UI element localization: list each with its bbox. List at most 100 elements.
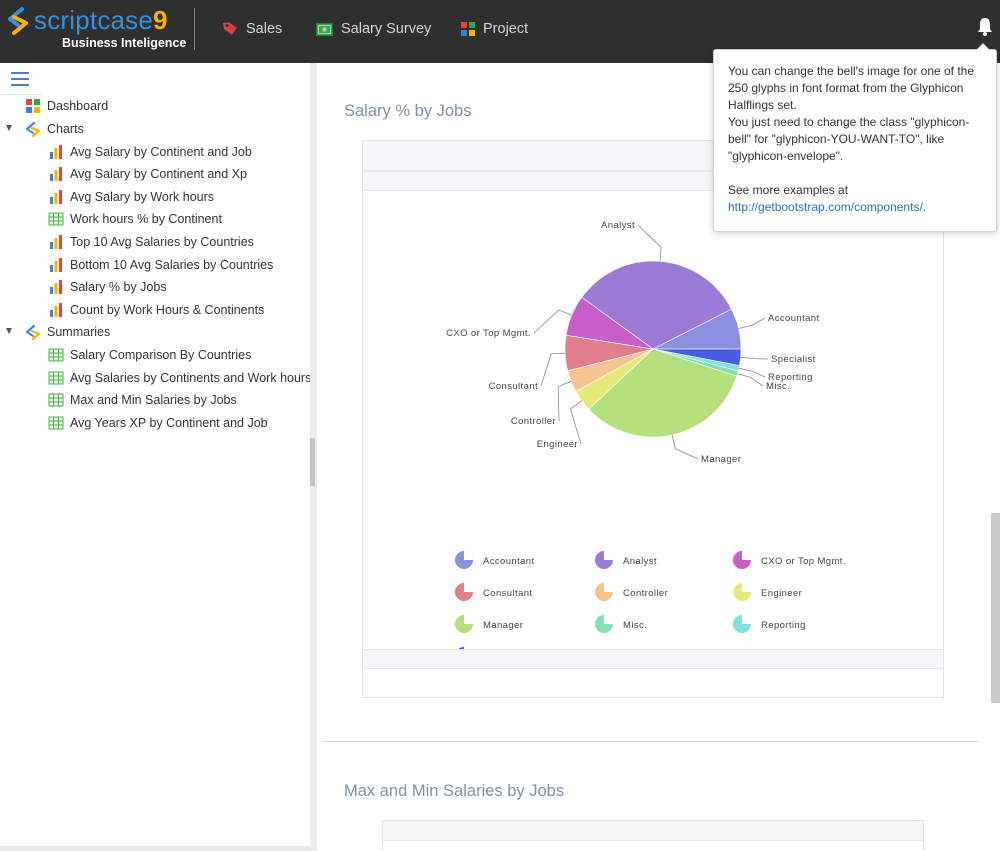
pie-data-label: Consultant [489,381,538,392]
sidebar-item[interactable]: Avg Salary by Work hours [48,186,214,208]
pie-data-label: Analyst [601,220,635,231]
pie-leader-line [671,434,699,460]
legend-item[interactable]: Consultant [455,583,532,601]
pie-leader-line [533,309,572,334]
sidebar-item[interactable]: Salary Comparison By Countries [48,344,251,366]
sidebar-item-icon [48,234,64,250]
legend-item[interactable]: Reporting [733,615,806,633]
bell-tooltip-popover: You can change the bell's image for one … [713,43,997,232]
main-content: Salary % by Jobs Accountant Specialist Rep… [317,63,1000,851]
legend-pie-wedge [464,551,473,560]
pie-leader-line [637,224,662,262]
legend-pie-wedge [742,615,751,624]
legend-item[interactable]: Controller [595,583,668,601]
legend-item[interactable]: Misc. [595,615,647,633]
expand-toggle-icon[interactable] [6,125,12,131]
sidebar-item[interactable]: Charts [6,118,84,140]
sidebar-item-label: Bottom 10 Avg Salaries by Countries [70,258,274,272]
content-scrollbar[interactable] [991,513,1000,703]
legend-label: Misc. [623,620,647,631]
legend-label: Accountant [483,556,535,567]
bar-chart-icon [50,235,62,249]
sidebar-item-label: Avg Years XP by Continent and Job [70,416,268,430]
sidebar-item-icon [25,98,41,114]
menu-sales-label: Sales [246,21,283,37]
popover-text-3: See more examples at [728,183,849,197]
panel-header-band [383,821,923,841]
sidebar-item[interactable]: Avg Salary by Continent and Xp [48,163,247,185]
expand-toggle-icon[interactable] [6,328,12,334]
table-icon [48,371,64,385]
sidebar-item-label: Dashboard [47,99,109,113]
legend-item[interactable]: CXO or Top Mgmt. [733,551,846,569]
sidebar: Dashboard Charts Avg Salary by Continent a… [0,63,311,851]
sidebar-item[interactable]: Avg Salaries by Continents and Work hour… [48,367,311,389]
logo-name: scriptcase9 [34,5,168,35]
legend-item[interactable]: Manager [455,615,523,633]
sidebar-item[interactable]: Dashboard [25,95,108,117]
sidebar-item-icon [48,257,64,273]
hamburger-menu-icon[interactable] [11,72,29,86]
sidebar-item-icon [48,370,64,386]
pie-data-label: Misc. [766,381,790,392]
bar-chart-icon [50,167,62,181]
sidebar-item-icon [48,144,64,160]
folder-icon [25,324,41,340]
pie-leader-line [738,367,766,378]
sidebar-item[interactable]: Top 10 Avg Salaries by Countries [48,231,254,253]
bar-chart-icon [50,280,62,294]
pie-data-label: Engineer [537,439,578,450]
sidebar-item[interactable]: Max and Min Salaries by Jobs [48,389,237,411]
pie-leader-line [569,400,583,445]
legend-pie-wedge [742,583,751,592]
legend-item[interactable]: Accountant [455,551,535,569]
popover-text-1: You can change the bell's image for one … [728,64,975,112]
sidebar-item[interactable]: Summaries [6,321,110,343]
legend-item[interactable]: Analyst [595,551,657,569]
sidebar-horizontal-scrollbar[interactable] [0,846,310,851]
sidebar-item[interactable]: Work hours % by Continent [48,208,222,230]
pie-chart: AccountantSpecialistReportingMisc.Manage… [446,220,846,665]
legend-label: Controller [623,588,668,599]
menu-salary-survey[interactable]: Salary Survey [316,18,431,40]
pie-data-label: Specialist [771,354,816,365]
popover-link[interactable]: http://getbootstrap.com/components/. [728,200,927,214]
sidebar-item-icon [48,415,64,431]
sidebar-item[interactable]: Count by Work Hours & Continents [48,299,264,321]
sidebar-item-label: Avg Salary by Continent and Job [70,145,252,159]
table-icon [48,393,64,407]
legend-item[interactable]: Engineer [733,583,802,601]
sidebar-item-icon [25,324,41,340]
pie-data-label: Reporting [768,372,813,383]
sidebar-item[interactable]: Bottom 10 Avg Salaries by Countries [48,254,273,276]
splitter-grip[interactable] [310,438,315,486]
legend-pie-wedge [742,551,751,560]
sidebar-item-label: Count by Work Hours & Continents [70,303,265,317]
sidebar-item-icon [48,392,64,408]
sidebar-item-label: Work hours % by Continent [70,212,222,226]
sidebar-item-label: Max and Min Salaries by Jobs [70,393,237,407]
sidebar-item-label: Salary % by Jobs [70,280,167,294]
pie-leader-line [540,352,566,387]
legend-label: Consultant [483,588,532,599]
legend-label: Engineer [761,588,802,599]
table-icon [48,212,64,226]
legend-label: Analyst [623,556,657,567]
bell-icon[interactable] [976,17,994,37]
sidebar-item-icon [48,166,64,182]
pie-data-label: Accountant [768,313,820,324]
sidebar-item-label: Top 10 Avg Salaries by Countries [70,235,254,249]
sidebar-item[interactable]: Avg Salary by Continent and Job [48,141,252,163]
sidebar-item[interactable]: Avg Years XP by Continent and Job [48,412,268,434]
section-title-max-min-salaries: Max and Min Salaries by Jobs [344,782,565,800]
legend-label: Manager [483,620,523,631]
folder-icon [25,121,41,137]
menu-sales[interactable]: Sales [222,18,282,40]
app-logo[interactable]: scriptcase9 Business Inteligence [4,4,194,56]
pie-leader-line [740,356,769,360]
menu-project[interactable]: Project [461,18,528,40]
sidebar-item[interactable]: Salary % by Jobs [48,276,167,298]
pie-data-label: Manager [701,454,741,465]
menu-salary-survey-label: Salary Survey [341,21,432,37]
pie-slice-analyst[interactable] [581,260,732,350]
